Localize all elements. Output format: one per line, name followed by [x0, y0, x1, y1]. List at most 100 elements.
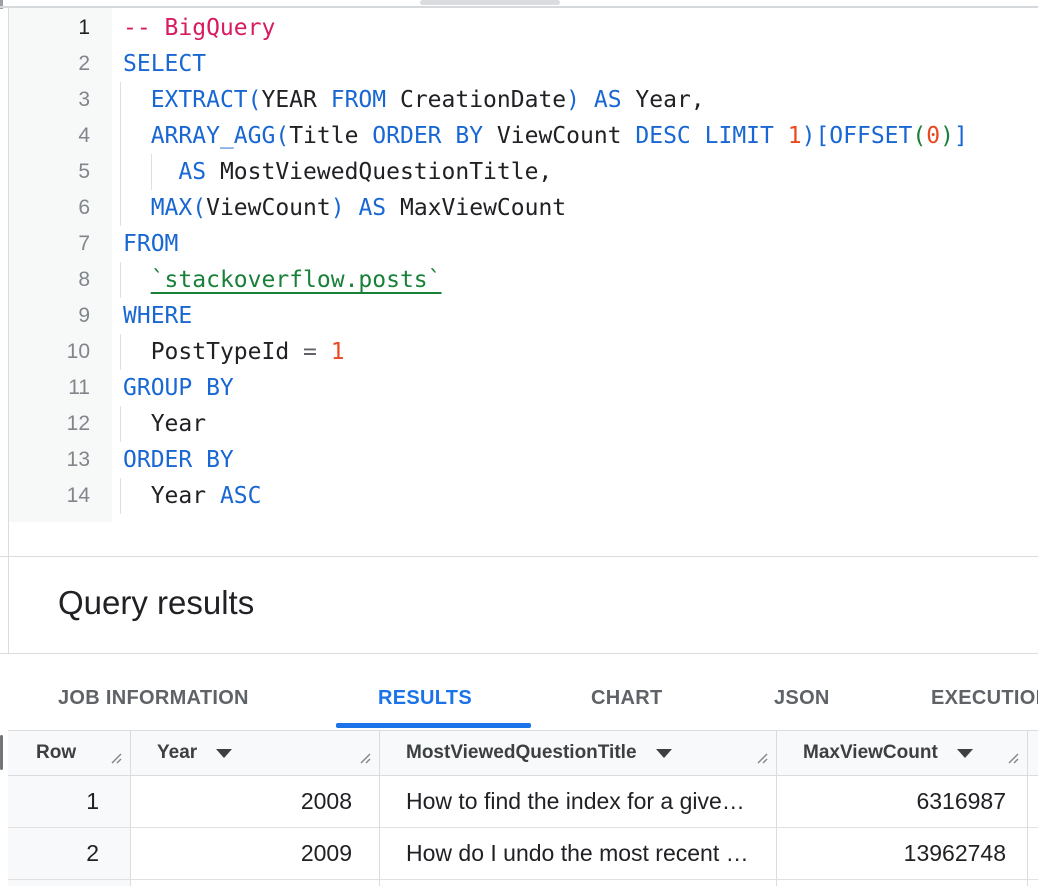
code-line[interactable]: 13 ORDER BY — [9, 442, 1038, 478]
column-header-maxviewcount[interactable]: MaxViewCount — [777, 731, 1028, 775]
indent-guide-line — [120, 154, 121, 190]
column-header-label: MaxViewCount — [803, 742, 938, 763]
panel-left-border — [8, 6, 9, 886]
code-content: FROM — [112, 226, 1038, 262]
code-line[interactable]: 7 FROM — [9, 226, 1038, 262]
column-header-label: MostViewedQuestionTitle — [406, 742, 637, 763]
editor-top-divider — [0, 6, 1038, 8]
table-reference-link[interactable]: `stackoverflow.posts` — [150, 267, 442, 293]
code-line[interactable]: 5 AS MostViewedQuestionTitle, — [9, 154, 1038, 190]
row-overflow-sliver — [1028, 828, 1038, 879]
table-row: 1 2008 How to find the index for a give… 63… — [8, 776, 1038, 828]
code-token: ASC — [219, 483, 262, 509]
editor-hscrollbar-thumb[interactable] — [420, 0, 560, 5]
code-content: SELECT — [112, 46, 1038, 82]
code-token: Year — [150, 483, 220, 509]
code-content: `stackoverflow.posts` — [112, 262, 1038, 298]
code-token: YEAR — [261, 87, 331, 113]
code-content: Year ASC — [112, 478, 1038, 514]
indent-guide-line — [120, 262, 121, 298]
code-line[interactable]: 11 GROUP BY — [9, 370, 1038, 406]
code-token: AS — [593, 87, 622, 113]
table-cell-maxviewcount: 6316987 — [777, 776, 1028, 827]
code-content: PostTypeId = 1 — [112, 334, 1038, 370]
column-resize-handle-icon[interactable] — [755, 749, 769, 771]
column-dropdown-arrow-icon[interactable] — [956, 748, 973, 758]
code-token: EXTRACT( — [150, 87, 262, 113]
line-number: 7 — [78, 232, 90, 255]
tab-results[interactable]: RESULTS — [378, 687, 472, 709]
code-token: ) — [940, 123, 954, 149]
table-cell-row: 1 — [8, 776, 131, 827]
column-header-year[interactable]: Year — [131, 731, 380, 775]
code-token: ORDER BY — [372, 123, 484, 149]
code-line[interactable]: 6 MAX(ViewCount) AS MaxViewCount — [9, 190, 1038, 226]
line-number-gutter — [9, 8, 112, 522]
column-dropdown-arrow-icon[interactable] — [655, 748, 672, 758]
tab-execution-details[interactable]: EXECUTION DETAILS — [931, 687, 1038, 709]
column-resize-handle-icon[interactable] — [358, 749, 372, 771]
line-number: 6 — [78, 196, 90, 219]
code-line[interactable]: 1 -- BigQuery — [9, 10, 1038, 46]
code-token: ) — [566, 87, 580, 113]
indent-guide-line — [120, 406, 121, 442]
code-token: Year, — [621, 87, 705, 113]
code-content: WHERE — [112, 298, 1038, 334]
indent-guide-line — [120, 190, 121, 226]
code-token: FROM — [123, 231, 179, 257]
code-line[interactable]: 12 Year — [9, 406, 1038, 442]
table-cell-year: 2009 — [131, 828, 380, 879]
tab-chart[interactable]: CHART — [591, 687, 663, 709]
column-header-mostviewedquestiontitle[interactable]: MostViewedQuestionTitle — [380, 731, 777, 775]
column-dropdown-arrow-icon[interactable] — [216, 748, 233, 758]
results-table: Row Year MostViewedQuestionTitle MaxViewCou… — [8, 730, 1038, 886]
table-header-row: Row Year MostViewedQuestionTitle MaxViewCou… — [8, 731, 1038, 776]
tab-json[interactable]: JSON — [774, 687, 830, 709]
column-resize-handle-icon[interactable] — [109, 749, 123, 771]
line-number: 10 — [66, 340, 90, 363]
code-token: ViewCount — [483, 123, 636, 149]
code-line[interactable]: 2 SELECT — [9, 46, 1038, 82]
code-token: PostTypeId — [150, 339, 304, 365]
table-cell-partial — [131, 880, 380, 886]
code-token — [580, 87, 594, 113]
indent-guide-line — [120, 118, 121, 154]
code-line[interactable]: 4 ARRAY_AGG(Title ORDER BY ViewCount DES… — [9, 118, 1038, 154]
code-token: AS — [358, 195, 387, 221]
line-number: 13 — [66, 448, 90, 471]
code-token: ORDER BY — [123, 447, 234, 473]
line-number: 4 — [78, 124, 90, 147]
sql-editor[interactable]: 1 -- BigQuery 2 SELECT 3 EXTRACT(YEAR FROM C… — [9, 8, 1038, 522]
table-cell-row: 2 — [8, 828, 131, 879]
tab-job-information[interactable]: JOB INFORMATION — [58, 687, 249, 709]
code-token: FROM — [330, 87, 387, 113]
left-scrollbar-tick-top[interactable] — [0, 0, 3, 9]
code-line[interactable]: 10 PostTypeId = 1 — [9, 334, 1038, 370]
code-token: MostViewedQuestionTitle, — [206, 159, 553, 185]
line-number: 8 — [78, 268, 90, 291]
line-number: 5 — [78, 160, 90, 183]
code-content: EXTRACT(YEAR FROM CreationDate) AS Year, — [112, 82, 1038, 118]
code-token: DESC LIMIT — [635, 123, 774, 149]
column-header-row[interactable]: Row — [8, 731, 131, 775]
line-number: 14 — [66, 484, 90, 507]
code-token — [345, 195, 359, 221]
code-token: 0 — [926, 123, 941, 149]
column-header-label: Row — [36, 742, 77, 763]
code-line[interactable]: 3 EXTRACT(YEAR FROM CreationDate) AS Yea… — [9, 82, 1038, 118]
left-scrollbar-tick-table[interactable] — [0, 735, 3, 770]
column-resize-handle-icon[interactable] — [1006, 749, 1020, 771]
indent-guide-line — [150, 154, 152, 190]
code-token: SELECT — [123, 51, 207, 77]
code-token: )[ — [801, 123, 830, 149]
code-token: 1 — [330, 339, 345, 365]
code-line[interactable]: 8 `stackoverflow.posts` — [9, 262, 1038, 298]
code-line[interactable]: 9 WHERE — [9, 298, 1038, 334]
code-content: MAX(ViewCount) AS MaxViewCount — [112, 190, 1038, 226]
code-line[interactable]: 14 Year ASC — [9, 478, 1038, 514]
tabs-top-divider — [0, 653, 1038, 654]
table-cell-mostviewedquestiontitle: How do I undo the most recent … — [380, 828, 777, 879]
line-number: 2 — [78, 52, 90, 75]
code-lines: 1 -- BigQuery 2 SELECT 3 EXTRACT(YEAR FROM C… — [9, 10, 1038, 514]
line-number: 9 — [78, 304, 90, 327]
